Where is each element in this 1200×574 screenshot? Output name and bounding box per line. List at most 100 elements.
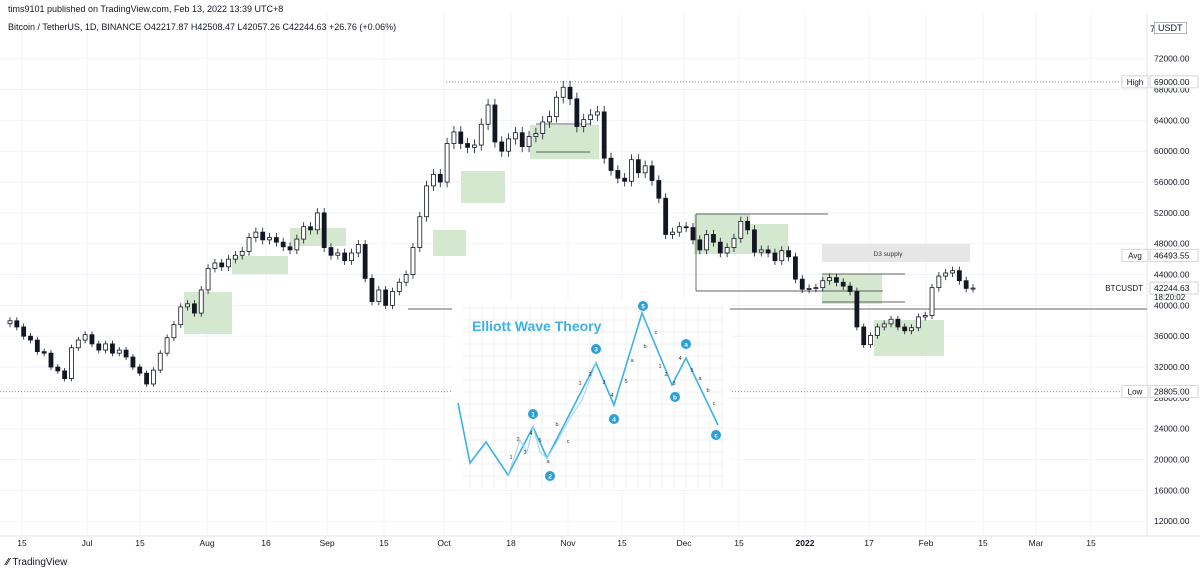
candle-body [820, 280, 826, 289]
symbol-ohlc-line: Bitcoin / TetherUS, 1D, BINANCE O42217.8… [8, 22, 397, 32]
candle-body [48, 352, 54, 368]
candle-body [827, 277, 832, 282]
footer-brand[interactable]: ⁄⁄ TradingView [6, 557, 67, 568]
candle-body [847, 285, 853, 292]
candle-body [55, 366, 61, 372]
demand-zone [461, 171, 505, 203]
candle-body [553, 96, 559, 117]
wave-count-label: 4 [612, 417, 616, 424]
candle-body [526, 136, 532, 147]
candle-body [260, 231, 266, 241]
grid [0, 14, 1147, 536]
candle-body [273, 237, 279, 243]
subwave-label: 1 [578, 381, 581, 387]
time-axis[interactable]: 15 Jul 15 Aug 16 Sep 15 Oct 18 Nov 15 Dec 15 2022 17 Fe… [17, 538, 1096, 548]
price-marker-tag [1121, 248, 1149, 262]
candle-body [355, 244, 361, 254]
wave-count-label: c [714, 433, 718, 440]
candle-body [21, 326, 27, 337]
candle-body [198, 289, 204, 314]
price-marker-label: Low [1128, 388, 1143, 397]
candle-body [506, 138, 511, 152]
y-tick-label: 12000.00 [1154, 516, 1190, 526]
y-tick-label: 72000.00 [1154, 54, 1190, 64]
candle-body [328, 247, 334, 256]
candle-body [458, 131, 464, 144]
supply-zone [822, 244, 970, 262]
price-marker-value: 42244.63 [1154, 283, 1190, 293]
candle-body [861, 326, 867, 346]
price-marker-box [1149, 281, 1199, 295]
x-tick-label: 2022 [796, 538, 815, 548]
candle-body [513, 132, 518, 140]
footer-brand-label: TradingView [12, 557, 68, 568]
candle-body [253, 231, 259, 238]
candle-body [103, 343, 109, 351]
candle-body [185, 303, 190, 308]
wave-count-label: 1 [531, 412, 535, 419]
candle-body [874, 326, 880, 336]
subwave-label: c [713, 401, 716, 407]
y-tick-label: 36000.00 [1154, 331, 1190, 341]
candle-body [123, 349, 129, 358]
subwave-label: 2 [516, 437, 519, 443]
wave-count-label: a [684, 342, 688, 349]
candle-body [444, 143, 450, 183]
candle-body [881, 323, 887, 328]
candle-body [314, 212, 320, 231]
candle-body [164, 337, 170, 354]
y-tick-label: 24000.00 [1154, 424, 1190, 434]
candle-body [89, 334, 95, 345]
y-tick-label: 44000.00 [1154, 270, 1190, 280]
candle-body [519, 132, 525, 147]
candle-body [601, 111, 607, 159]
price-markers: 69000.00 High 46493.55 Avg 42244.63 BTCUSDT 18… [1105, 75, 1199, 399]
candle-body [34, 339, 40, 353]
candle-body [738, 220, 744, 239]
candle-body [499, 141, 505, 152]
y-tick-label: 56000.00 [1154, 177, 1190, 187]
candle-body [936, 275, 942, 289]
subwave-label: a [546, 459, 550, 465]
currency-badge[interactable]: USDT [1154, 22, 1187, 34]
candle-body [711, 234, 716, 243]
wave-count-badge [681, 339, 691, 349]
wave-count-badge [638, 301, 648, 311]
supply-demand-zones: D3 supply [184, 125, 970, 356]
candle-body [799, 278, 805, 290]
supply-zone-label: D3 supply [874, 251, 904, 258]
candle-body [205, 267, 211, 291]
y-tick-label: 52000.00 [1154, 208, 1190, 218]
price-marker-symbol: BTCUSDT [1105, 284, 1143, 293]
candle-body [895, 318, 901, 328]
candle-body [717, 241, 723, 254]
wave-count-badge [528, 409, 538, 419]
x-tick-label: 15 [617, 538, 627, 548]
wave-count-label: 3 [594, 347, 598, 354]
x-tick-label: 15 [17, 538, 27, 548]
x-tick-label: 15 [978, 538, 988, 548]
candle-body [731, 237, 737, 248]
candle-body [888, 318, 894, 325]
candle-body [485, 104, 491, 125]
candle-body [232, 254, 238, 260]
price-countdown: 18:20:02 [1154, 293, 1186, 302]
candle-body [963, 280, 969, 289]
candle-body [472, 144, 477, 148]
candle-body [676, 226, 682, 233]
candle-body [950, 270, 955, 274]
candle-body [349, 252, 354, 262]
candle-body [594, 111, 600, 116]
subwave-label: 4 [678, 356, 681, 362]
candle-body [786, 250, 791, 258]
candle-body [431, 173, 436, 187]
candle-body [615, 170, 621, 179]
wave-count-badge [609, 414, 619, 424]
scale-mode[interactable]: 7 [1150, 24, 1156, 34]
x-tick-label: 15 [1086, 538, 1096, 548]
y-tick-label: 68000.00 [1154, 85, 1190, 95]
price-marker-box [1149, 248, 1199, 262]
wave-count-label: b [673, 395, 677, 402]
x-tick-label: Feb [919, 538, 934, 548]
